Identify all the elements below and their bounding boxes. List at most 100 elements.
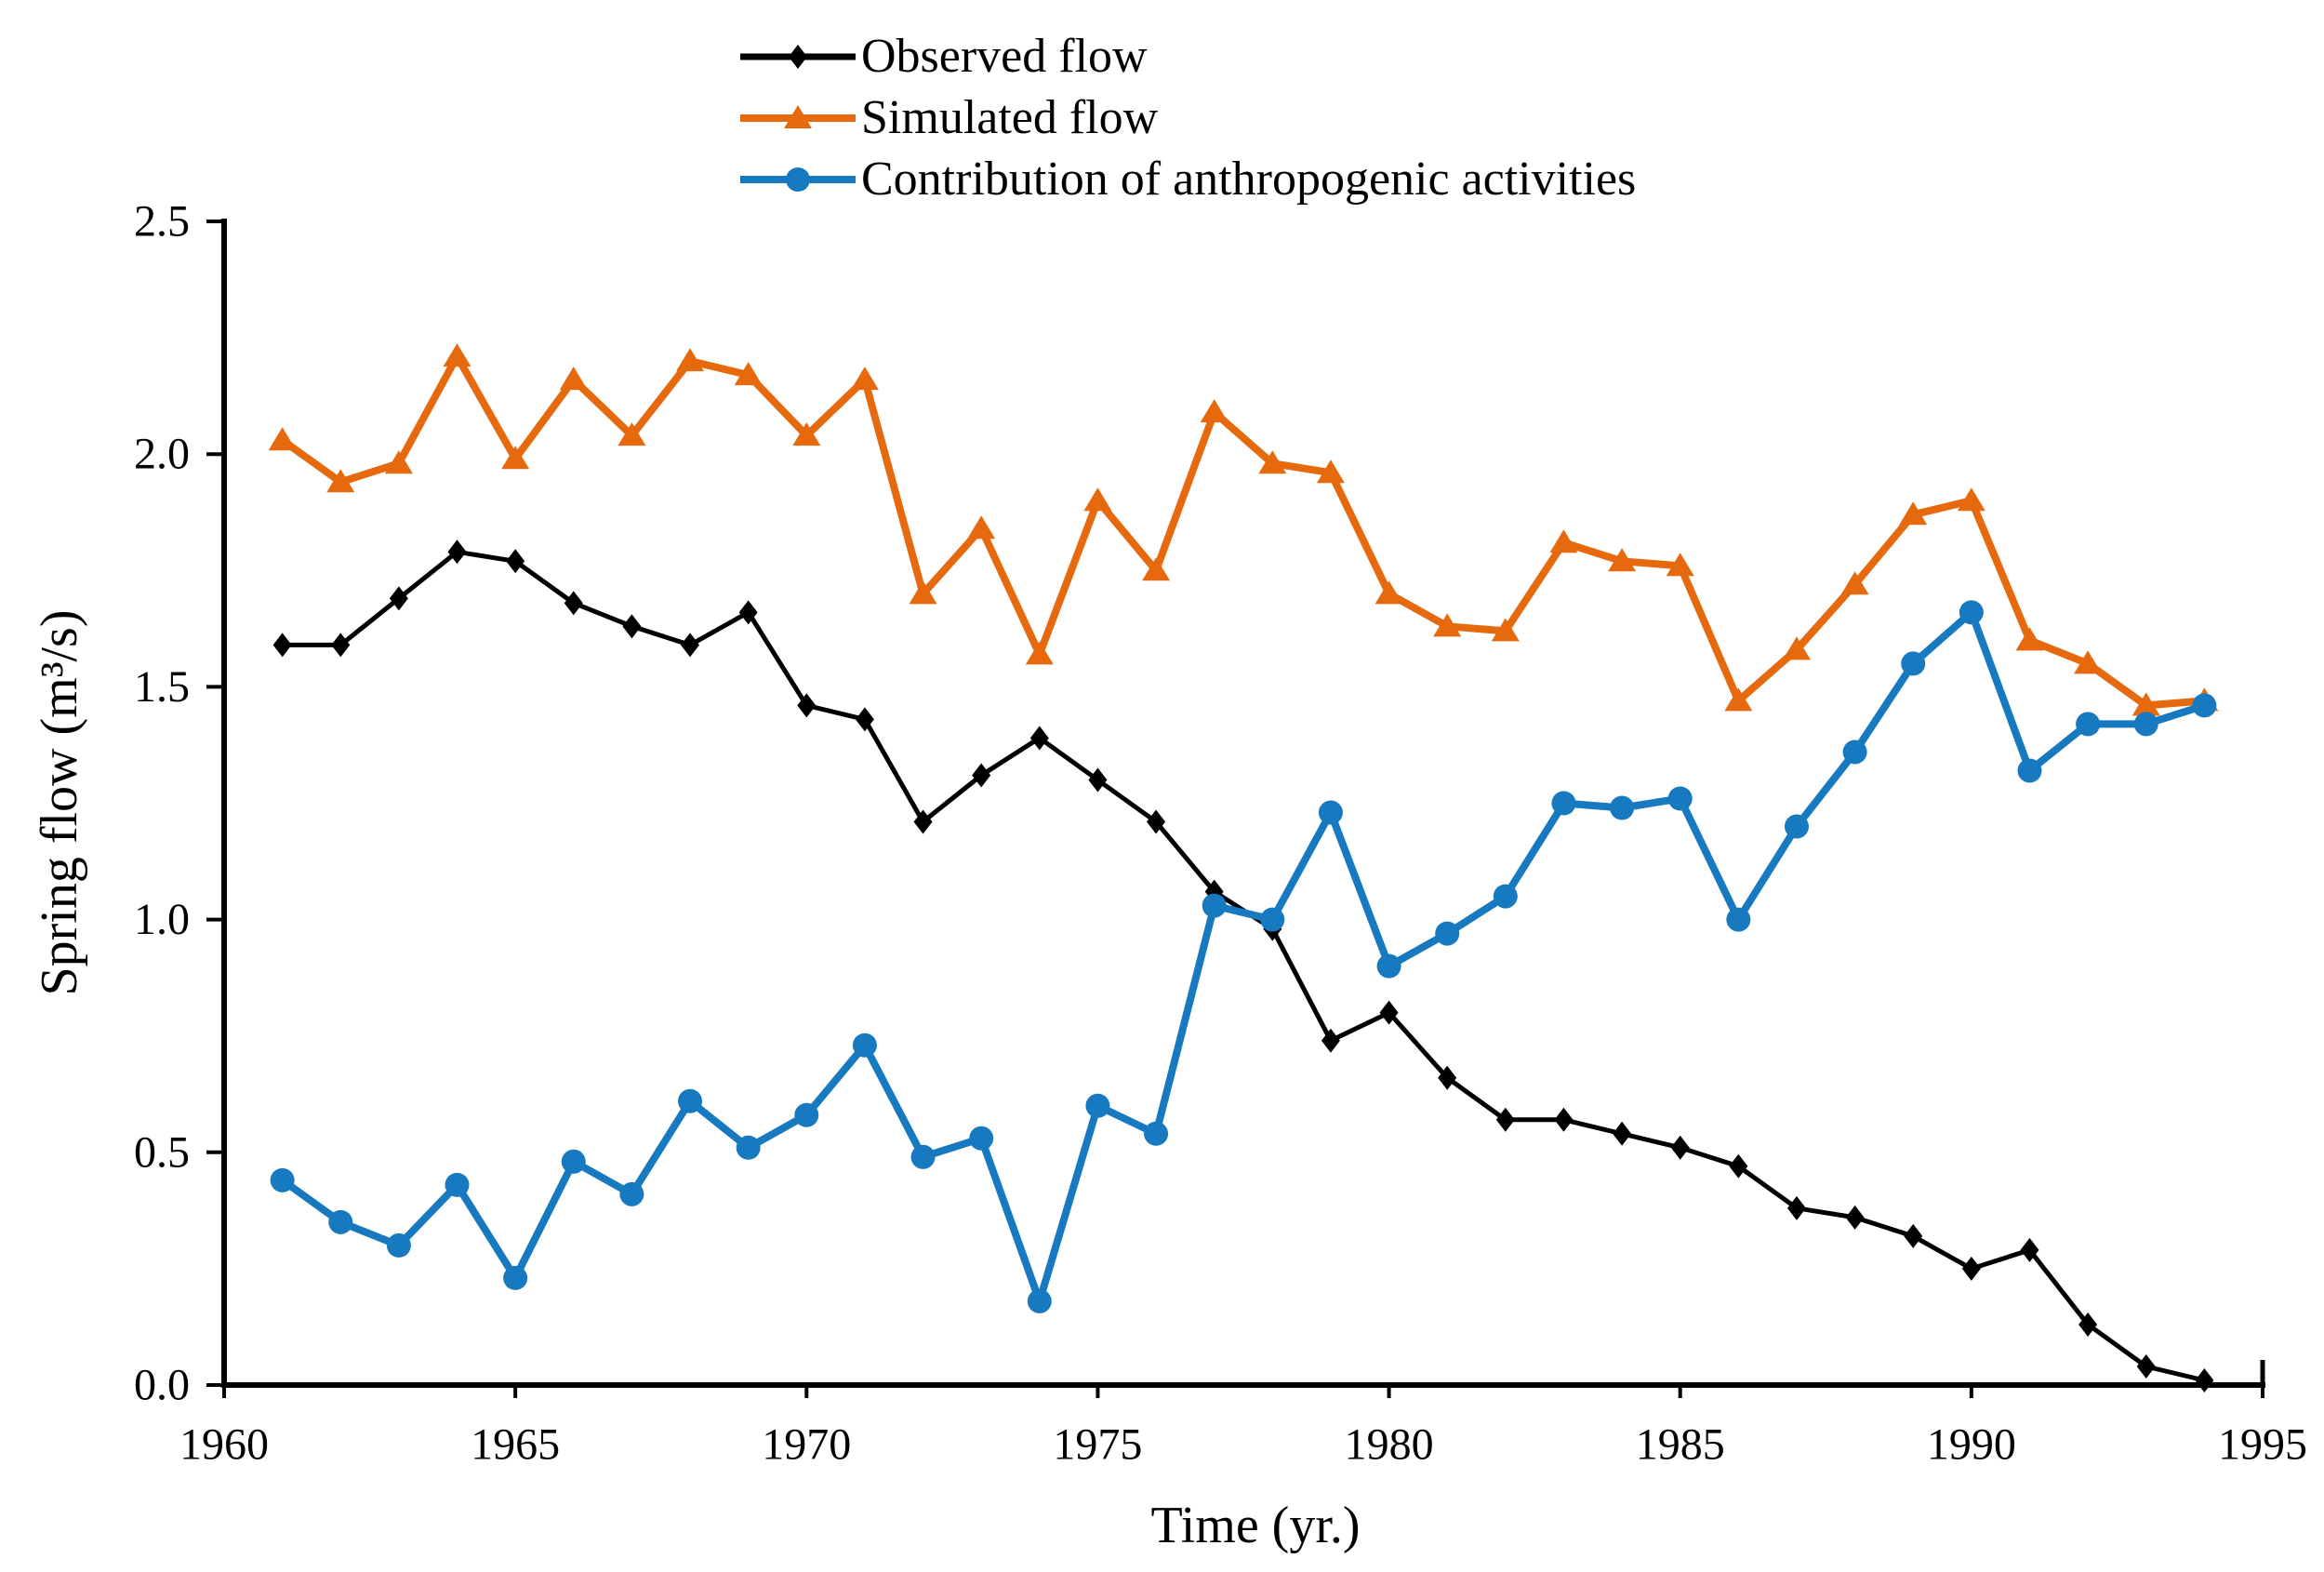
data-point-simulated-flow	[1666, 553, 1694, 577]
data-point-simulated-flow	[2074, 650, 2103, 674]
x-tick-label: 1965	[471, 1420, 560, 1470]
y-tick-label: 2.5	[134, 197, 190, 246]
data-point-contribution-of-anthropogenic-activities	[1610, 795, 1635, 820]
data-point-simulated-flow	[501, 446, 530, 470]
data-point-contribution-of-anthropogenic-activities	[1726, 907, 1751, 932]
y-tick-label: 0.5	[134, 1127, 190, 1177]
data-point-simulated-flow	[792, 422, 821, 446]
y-tick-label: 2.0	[134, 430, 190, 479]
data-point-observed-flow	[1904, 1223, 1923, 1248]
data-point-observed-flow	[797, 693, 817, 718]
data-point-simulated-flow	[384, 450, 413, 474]
data-point-simulated-flow	[1782, 636, 1811, 660]
data-point-simulated-flow	[734, 362, 763, 386]
data-point-observed-flow	[2020, 1237, 2039, 1262]
data-point-observed-flow	[447, 540, 467, 565]
data-point-contribution-of-anthropogenic-activities	[1144, 1121, 1169, 1146]
data-point-observed-flow	[272, 633, 292, 658]
data-point-contribution-of-anthropogenic-activities	[1027, 1288, 1052, 1313]
data-point-simulated-flow	[2131, 692, 2160, 716]
data-point-contribution-of-anthropogenic-activities	[1435, 921, 1460, 946]
y-tick-label: 1.5	[134, 662, 190, 712]
legend-item-simulated-flow: Simulated flow	[737, 87, 1636, 149]
data-point-contribution-of-anthropogenic-activities	[1551, 791, 1576, 816]
legend-label: Simulated flow	[861, 91, 1159, 144]
legend-marker	[789, 45, 807, 69]
simulated-flow-legend-marker-icon	[740, 105, 856, 128]
legend-label: Observed flow	[861, 30, 1148, 83]
series-line-observed-flow	[282, 549, 2205, 1383]
data-point-simulated-flow	[559, 366, 588, 391]
legend-label: Contribution of anthropogenic activities	[861, 153, 1637, 206]
x-tick-label: 1975	[1053, 1420, 1142, 1470]
data-point-contribution-of-anthropogenic-activities	[736, 1135, 761, 1160]
data-point-contribution-of-anthropogenic-activities	[270, 1167, 295, 1192]
data-point-observed-flow	[972, 763, 991, 788]
data-point-simulated-flow	[268, 427, 297, 451]
observed-flow-legend-marker-icon	[740, 45, 856, 69]
data-point-contribution-of-anthropogenic-activities	[1493, 884, 1518, 909]
data-point-simulated-flow	[1899, 501, 1928, 526]
data-point-observed-flow	[2136, 1353, 2156, 1379]
data-point-simulated-flow	[909, 580, 937, 605]
data-point-contribution-of-anthropogenic-activities	[2017, 758, 2042, 783]
x-axis-title: Time (yr.)	[1150, 1497, 1361, 1554]
data-point-contribution-of-anthropogenic-activities	[1901, 651, 1926, 676]
data-point-observed-flow	[1613, 1121, 1632, 1146]
legend-item-anthropogenic-contribution: Contribution of anthropogenic activities	[737, 149, 1636, 210]
data-point-observed-flow	[1321, 1028, 1340, 1053]
data-point-contribution-of-anthropogenic-activities	[1202, 893, 1227, 918]
data-point-simulated-flow	[1316, 460, 1345, 484]
data-point-simulated-flow	[1724, 687, 1753, 712]
data-point-observed-flow	[1554, 1107, 1574, 1132]
data-point-observed-flow	[1029, 726, 1049, 751]
legend-marker	[786, 167, 810, 192]
x-tick-label: 1980	[1345, 1420, 1434, 1470]
data-point-contribution-of-anthropogenic-activities	[1667, 786, 1693, 811]
y-axis-title: Spring flow (m³/s)	[31, 609, 88, 996]
data-point-contribution-of-anthropogenic-activities	[2076, 712, 2101, 737]
data-point-contribution-of-anthropogenic-activities	[1784, 814, 1809, 839]
data-point-simulated-flow	[1433, 613, 1462, 637]
chart-legend: Observed flow Simulated flow Contributio…	[737, 26, 1636, 210]
data-point-observed-flow	[1379, 1000, 1399, 1025]
data-point-contribution-of-anthropogenic-activities	[969, 1126, 994, 1151]
data-point-simulated-flow	[1491, 618, 1520, 642]
data-point-observed-flow	[1147, 809, 1166, 834]
data-point-observed-flow	[622, 614, 642, 639]
data-point-contribution-of-anthropogenic-activities	[445, 1172, 470, 1197]
data-point-simulated-flow	[1608, 548, 1637, 572]
series-line-contribution-of-anthropogenic-activities	[280, 608, 2206, 1305]
data-point-contribution-of-anthropogenic-activities	[2192, 693, 2217, 718]
data-point-contribution-of-anthropogenic-activities	[852, 1032, 877, 1058]
data-point-simulated-flow	[850, 366, 879, 391]
data-point-simulated-flow	[1142, 557, 1171, 581]
data-point-simulated-flow	[326, 469, 355, 493]
data-point-simulated-flow	[2015, 627, 2044, 651]
data-point-contribution-of-anthropogenic-activities	[386, 1232, 411, 1258]
data-point-observed-flow	[389, 586, 408, 611]
data-point-simulated-flow	[443, 343, 471, 367]
data-point-observed-flow	[1845, 1205, 1865, 1230]
data-point-contribution-of-anthropogenic-activities	[794, 1102, 819, 1127]
series-line-simulated-flow	[280, 353, 2205, 710]
data-point-contribution-of-anthropogenic-activities	[678, 1088, 703, 1113]
legend-marker	[784, 105, 812, 128]
data-point-simulated-flow	[1957, 487, 1985, 512]
data-point-contribution-of-anthropogenic-activities	[2133, 712, 2158, 737]
data-point-contribution-of-anthropogenic-activities	[328, 1209, 353, 1234]
data-point-simulated-flow	[676, 348, 705, 372]
anthropogenic-contribution-legend-marker-icon	[740, 167, 856, 192]
data-point-simulated-flow	[1083, 487, 1112, 512]
data-point-observed-flow	[506, 549, 525, 574]
data-point-simulated-flow	[1258, 450, 1287, 474]
y-tick-label: 1.0	[134, 895, 190, 944]
data-point-observed-flow	[1670, 1135, 1690, 1160]
x-tick-label: 1970	[762, 1420, 851, 1470]
x-tick-label: 1990	[1927, 1420, 2016, 1470]
data-point-contribution-of-anthropogenic-activities	[1842, 739, 1867, 765]
data-point-simulated-flow	[967, 515, 996, 540]
data-point-simulated-flow	[1200, 399, 1228, 423]
